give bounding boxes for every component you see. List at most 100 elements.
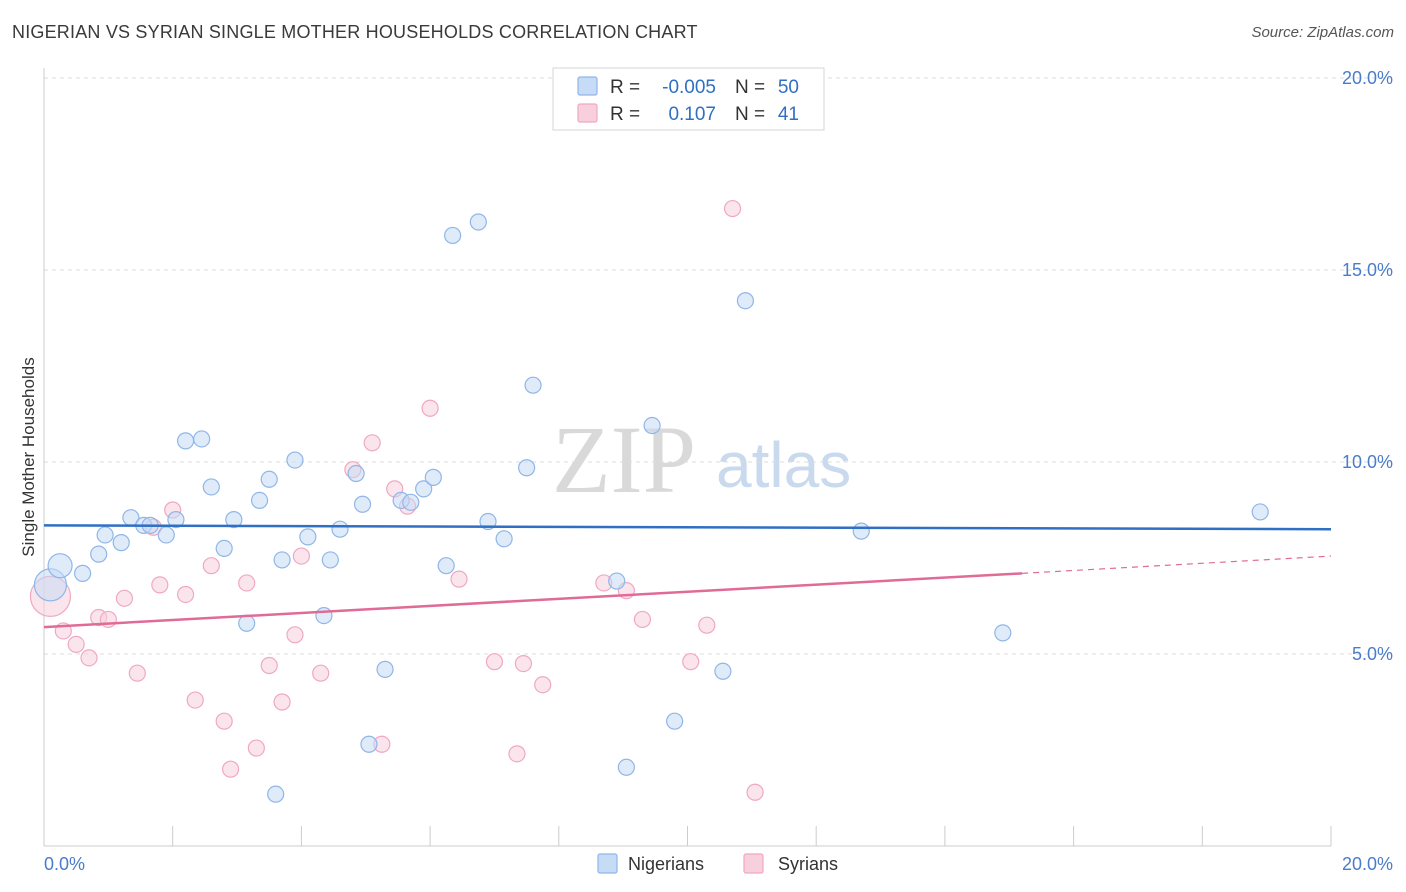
legend-label-syrians: Syrians [778, 854, 838, 874]
point-nigerians [202, 478, 220, 496]
watermark-atlas: atlas [716, 429, 851, 501]
point-nigerians [736, 292, 755, 310]
point-nigerians [96, 526, 114, 544]
y-axis-label: Single Mother Households [19, 357, 38, 556]
point-nigerians [260, 470, 278, 488]
stats-n-label-syrians: N = [735, 104, 765, 125]
point-nigerians [617, 758, 635, 776]
watermark: ZIP atlas [552, 406, 851, 513]
legend-swatch-nigerians [597, 853, 618, 874]
series-nigerians [33, 213, 1269, 803]
point-nigerians [714, 662, 732, 680]
point-nigerians [524, 376, 542, 394]
y-tick-label: 20.0% [1342, 68, 1393, 88]
point-nigerians [74, 564, 92, 582]
point-syrians [247, 739, 265, 757]
point-nigerians [444, 226, 462, 245]
point-syrians [698, 616, 716, 634]
point-syrians [202, 557, 220, 575]
point-nigerians [518, 459, 536, 477]
point-syrians [514, 654, 533, 673]
x-axis-ticks [43, 826, 1332, 846]
y-tick-label: 5.0% [1352, 644, 1393, 664]
watermark-zip: ZIP [552, 406, 696, 513]
point-syrians [746, 783, 764, 801]
point-syrians [723, 199, 742, 218]
point-syrians [186, 691, 204, 709]
point-nigerians [267, 785, 285, 803]
point-syrians [292, 547, 310, 565]
point-syrians [485, 653, 504, 671]
point-nigerians [437, 557, 455, 575]
stats-swatch-nigerians [577, 76, 598, 96]
point-nigerians [415, 480, 433, 498]
point-nigerians [666, 712, 684, 730]
point-nigerians [353, 495, 372, 513]
stats-r-label-syrians: R = [610, 104, 640, 125]
point-nigerians [225, 510, 243, 529]
y-tick-label: 10.0% [1342, 452, 1393, 472]
point-nigerians [193, 430, 211, 448]
point-syrians [176, 585, 195, 604]
point-syrians [508, 745, 526, 763]
point-nigerians [299, 528, 317, 546]
point-syrians [633, 610, 652, 629]
point-nigerians [608, 572, 626, 590]
point-syrians [151, 576, 169, 594]
point-nigerians [347, 464, 365, 483]
point-nigerians [167, 510, 185, 529]
point-syrians [312, 664, 330, 682]
stats-n-value-nigerians: 50 [778, 77, 799, 98]
point-nigerians [331, 520, 349, 538]
point-syrians [534, 676, 552, 694]
point-syrians [286, 626, 304, 644]
point-nigerians [238, 614, 256, 632]
x-tick-label-min: 0.0% [44, 854, 85, 874]
point-nigerians [643, 416, 661, 435]
point-syrians [238, 574, 256, 592]
point-syrians [260, 656, 278, 675]
stats-r-value-nigerians: -0.005 [662, 77, 716, 98]
point-nigerians [469, 213, 487, 231]
y-tick-labels: 5.0% 10.0% 15.0% 20.0% [1342, 68, 1393, 664]
stats-r-label-nigerians: R = [610, 77, 640, 98]
point-nigerians [994, 624, 1012, 642]
point-nigerians [157, 526, 175, 544]
point-syrians [222, 760, 240, 778]
point-nigerians [215, 539, 233, 558]
trend-line-nigerians [43, 524, 1332, 531]
legend-swatch-syrians [743, 853, 764, 874]
legend-label-nigerians: Nigerians [628, 854, 704, 874]
point-syrians [215, 712, 233, 730]
point-nigerians [176, 432, 195, 450]
point-syrians [273, 693, 291, 711]
point-nigerians [273, 551, 291, 569]
x-tick-label-max: 20.0% [1342, 854, 1393, 874]
point-nigerians [250, 491, 269, 509]
point-nigerians [90, 545, 108, 563]
stats-n-label-nigerians: N = [735, 77, 765, 98]
stats-r-value-syrians: 0.107 [668, 104, 716, 125]
point-nigerians [321, 551, 339, 569]
point-syrians [80, 649, 98, 667]
y-tick-label: 15.0% [1342, 260, 1393, 280]
point-nigerians [360, 735, 378, 753]
chart-source: Source: ZipAtlas.com [1251, 24, 1394, 41]
point-syrians [115, 589, 134, 607]
point-nigerians [315, 606, 333, 625]
trend-line-syrians-extrapolated [1022, 555, 1332, 574]
point-nigerians [402, 493, 420, 511]
point-nigerians [495, 530, 513, 548]
trend-line-syrians [43, 572, 1023, 629]
point-nigerians [424, 468, 442, 486]
point-nigerians [852, 522, 870, 540]
point-syrians [450, 570, 468, 588]
point-nigerians [376, 660, 394, 678]
point-syrians [67, 635, 85, 654]
chart-title: NIGERIAN VS SYRIAN SINGLE MOTHER HOUSEHO… [12, 22, 698, 42]
point-nigerians [47, 553, 73, 579]
series-legend: Nigerians Syrians [597, 853, 838, 874]
stats-legend: R = -0.005 N = 50 R = 0.107 N = 41 [552, 67, 825, 131]
stats-n-value-syrians: 41 [778, 104, 799, 125]
